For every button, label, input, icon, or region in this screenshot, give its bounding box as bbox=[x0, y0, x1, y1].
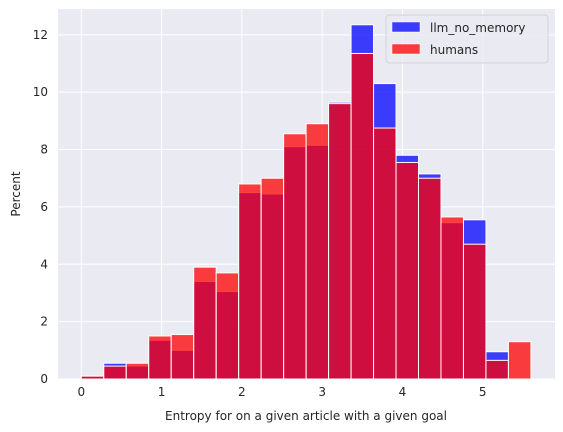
legend: llm_no_memory humans bbox=[385, 14, 549, 64]
legend-label-llm-no-memory: llm_no_memory bbox=[430, 21, 525, 35]
y-tick-label: 6 bbox=[40, 200, 48, 214]
bar-humans bbox=[440, 216, 464, 380]
bar-humans bbox=[238, 183, 262, 380]
bar-humans bbox=[215, 272, 240, 380]
legend-swatch-humans bbox=[391, 43, 421, 55]
bar-humans bbox=[170, 334, 195, 380]
x-tick-label: 3 bbox=[318, 385, 326, 399]
legend-label-humans: humans bbox=[430, 43, 478, 57]
y-axis-label: Percent bbox=[9, 171, 23, 216]
x-tick-label: 5 bbox=[479, 385, 487, 399]
x-tick-label: 4 bbox=[399, 385, 407, 399]
bar-humans bbox=[507, 341, 532, 380]
bar-humans bbox=[125, 362, 150, 380]
x-tick-labels: 0 1 2 3 4 5 bbox=[77, 385, 486, 399]
y-tick-label: 10 bbox=[33, 85, 48, 99]
x-axis-label: Entropy for on a given article with a gi… bbox=[165, 409, 447, 423]
bar-humans bbox=[418, 177, 442, 380]
bar-humans bbox=[395, 161, 420, 380]
y-tick-label: 12 bbox=[33, 28, 48, 42]
legend-box bbox=[385, 14, 549, 64]
bar-humans bbox=[485, 359, 509, 380]
bar-humans bbox=[148, 335, 172, 380]
y-tick-label: 0 bbox=[40, 372, 48, 386]
y-tick-labels: 0 2 4 6 8 10 12 bbox=[33, 28, 48, 386]
bar-humans bbox=[305, 123, 330, 380]
x-tick-label: 0 bbox=[77, 385, 85, 399]
bar-humans bbox=[103, 365, 127, 380]
x-tick-label: 2 bbox=[238, 385, 246, 399]
y-tick-label: 8 bbox=[40, 143, 48, 157]
bar-humans bbox=[260, 177, 285, 380]
bar-humans bbox=[462, 243, 487, 380]
bar-humans bbox=[193, 266, 217, 380]
bar-humans bbox=[80, 375, 105, 380]
bars-group bbox=[80, 24, 532, 380]
legend-swatch-llm-no-memory bbox=[391, 21, 421, 33]
bar-humans bbox=[328, 103, 352, 380]
y-tick-label: 4 bbox=[40, 257, 48, 271]
bar-humans bbox=[283, 133, 307, 380]
bar-humans bbox=[350, 52, 375, 380]
bar-humans bbox=[373, 127, 397, 380]
x-tick-label: 1 bbox=[158, 385, 166, 399]
y-tick-label: 2 bbox=[40, 315, 48, 329]
